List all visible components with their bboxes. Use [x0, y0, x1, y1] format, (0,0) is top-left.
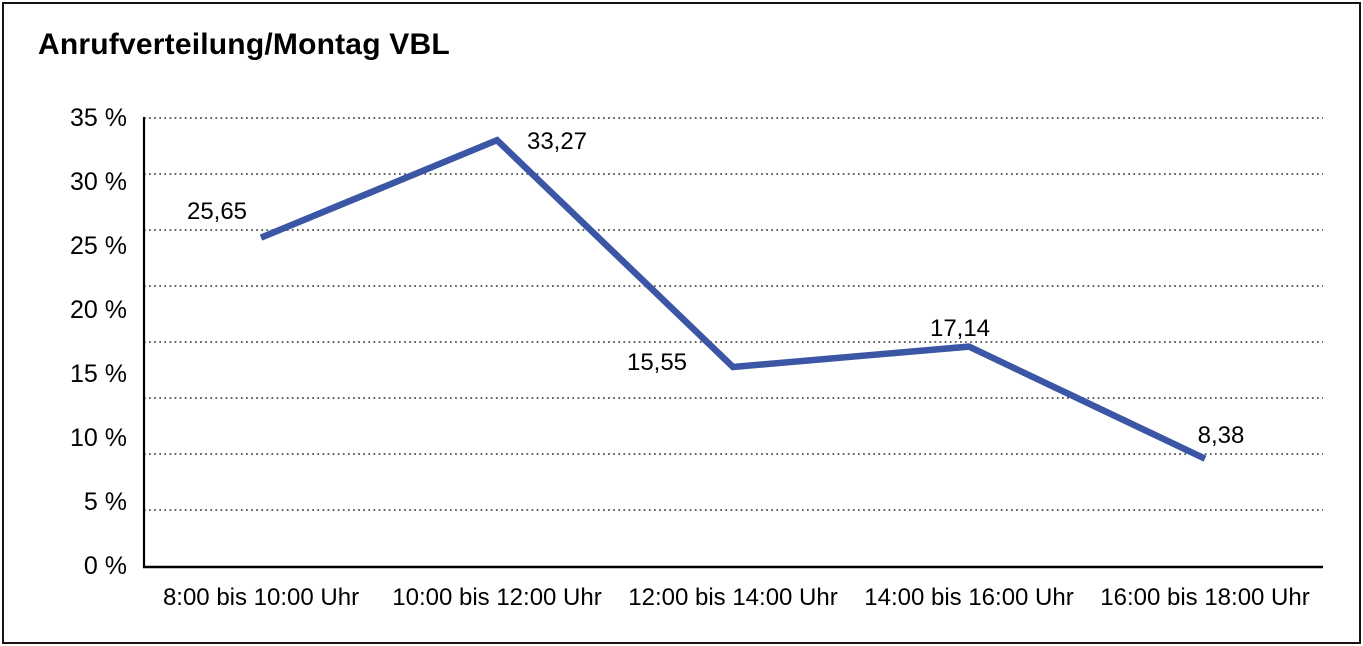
x-axis-tick-label: 14:00 bis 16:00 Uhr	[864, 584, 1074, 611]
data-point-label: 25,65	[186, 197, 248, 225]
data-point-label: 33,27	[526, 128, 588, 156]
chart-title: Anrufverteilung/Montag VBL	[38, 28, 450, 61]
data-point-label: 15,55	[626, 348, 688, 376]
y-axis-tick-label: 15 %	[70, 360, 127, 388]
gridlines	[144, 117, 1323, 511]
y-axis-tick-label: 20 %	[70, 296, 127, 324]
data-point-label: 8,38	[1197, 421, 1245, 449]
y-axis-tick-label: 35 %	[70, 104, 127, 132]
x-axis-tick-label: 16:00 bis 18:00 Uhr	[1100, 584, 1310, 611]
y-axis-tick-label: 30 %	[70, 168, 127, 196]
x-axis-tick-label: 10:00 bis 12:00 Uhr	[392, 584, 602, 611]
data-line	[259, 136, 1207, 462]
y-axis-tick-label: 10 %	[70, 424, 127, 452]
data-point-label: 17,14	[929, 314, 991, 342]
x-axis-tick-label: 12:00 bis 14:00 Uhr	[628, 584, 838, 611]
y-axis-tick-label: 5 %	[83, 488, 127, 516]
x-axis-tick-label: 8:00 bis 10:00 Uhr	[162, 584, 360, 611]
y-axis-tick-label: 0 %	[83, 552, 127, 580]
y-axis-tick-label: 25 %	[70, 232, 127, 260]
